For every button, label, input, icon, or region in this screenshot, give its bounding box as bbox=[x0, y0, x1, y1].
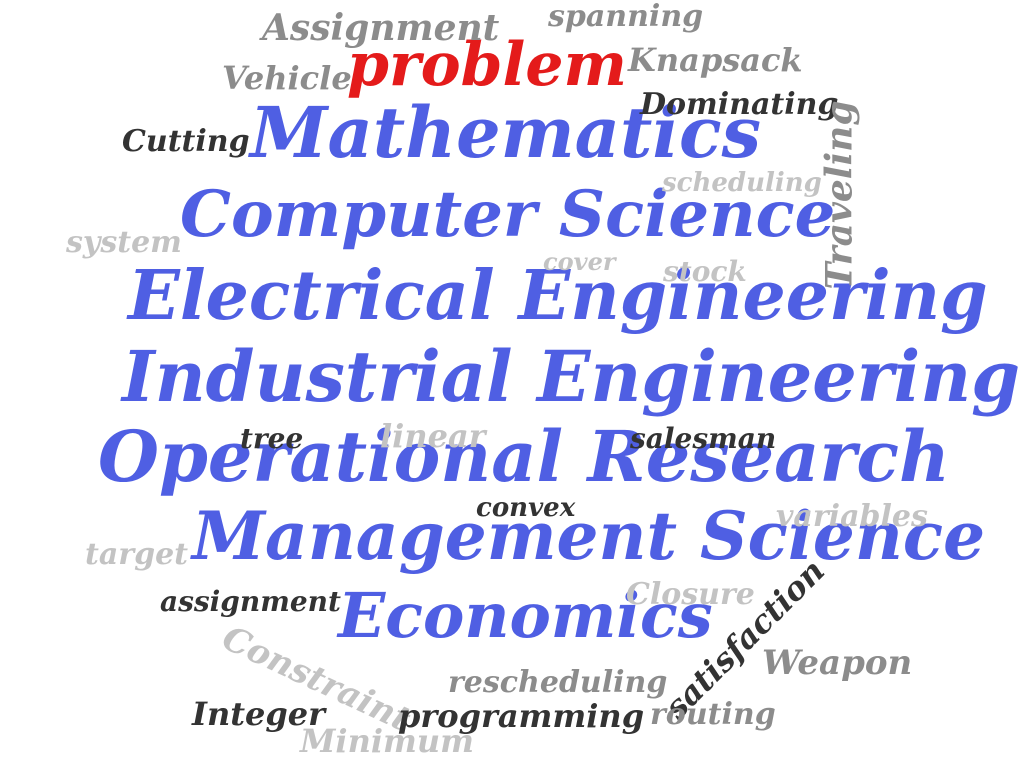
word-cover: cover bbox=[543, 247, 616, 276]
word-mathematics: Mathematics bbox=[250, 91, 761, 174]
word-salesman: salesman bbox=[630, 422, 777, 455]
word-closure: Closure bbox=[626, 577, 755, 612]
word-minimum: Minimum bbox=[300, 722, 474, 760]
word-management-science: Management Science bbox=[192, 497, 986, 575]
word-programming: programming bbox=[398, 697, 645, 735]
word-assignment: assignment bbox=[160, 585, 341, 618]
word-rescheduling: rescheduling bbox=[448, 665, 668, 700]
word-operational-research: Operational Research bbox=[98, 415, 950, 498]
word-integer: Integer bbox=[192, 695, 325, 733]
word-spanning: spanning bbox=[548, 0, 704, 34]
word-assignment-cap: Assignment bbox=[262, 7, 500, 49]
word-traveling: Traveling bbox=[818, 100, 861, 290]
word-scheduling: scheduling bbox=[662, 168, 822, 198]
word-variables: variables bbox=[776, 499, 928, 534]
word-knapsack: Knapsack bbox=[628, 41, 803, 79]
word-tree: tree bbox=[240, 422, 304, 455]
word-computer-science: Computer Science bbox=[180, 177, 836, 252]
word-vehicle: Vehicle bbox=[222, 59, 352, 97]
word-industrial-engineering: Industrial Engineering bbox=[122, 335, 1021, 418]
word-electrical-engineering: Electrical Engineering bbox=[128, 256, 988, 336]
word-economics: Economics bbox=[338, 579, 713, 652]
word-cutting: Cutting bbox=[122, 124, 250, 159]
word-linear: linear bbox=[380, 417, 486, 455]
word-target: target bbox=[85, 537, 189, 572]
word-weapon: Weapon bbox=[762, 643, 913, 683]
word-dominating: Dominating bbox=[640, 87, 839, 122]
word-convex: convex bbox=[476, 493, 576, 523]
word-routing: routing bbox=[650, 697, 776, 732]
word-system: system bbox=[66, 225, 182, 260]
word-problem: problem bbox=[347, 30, 627, 100]
word-stock: stock bbox=[663, 255, 747, 288]
